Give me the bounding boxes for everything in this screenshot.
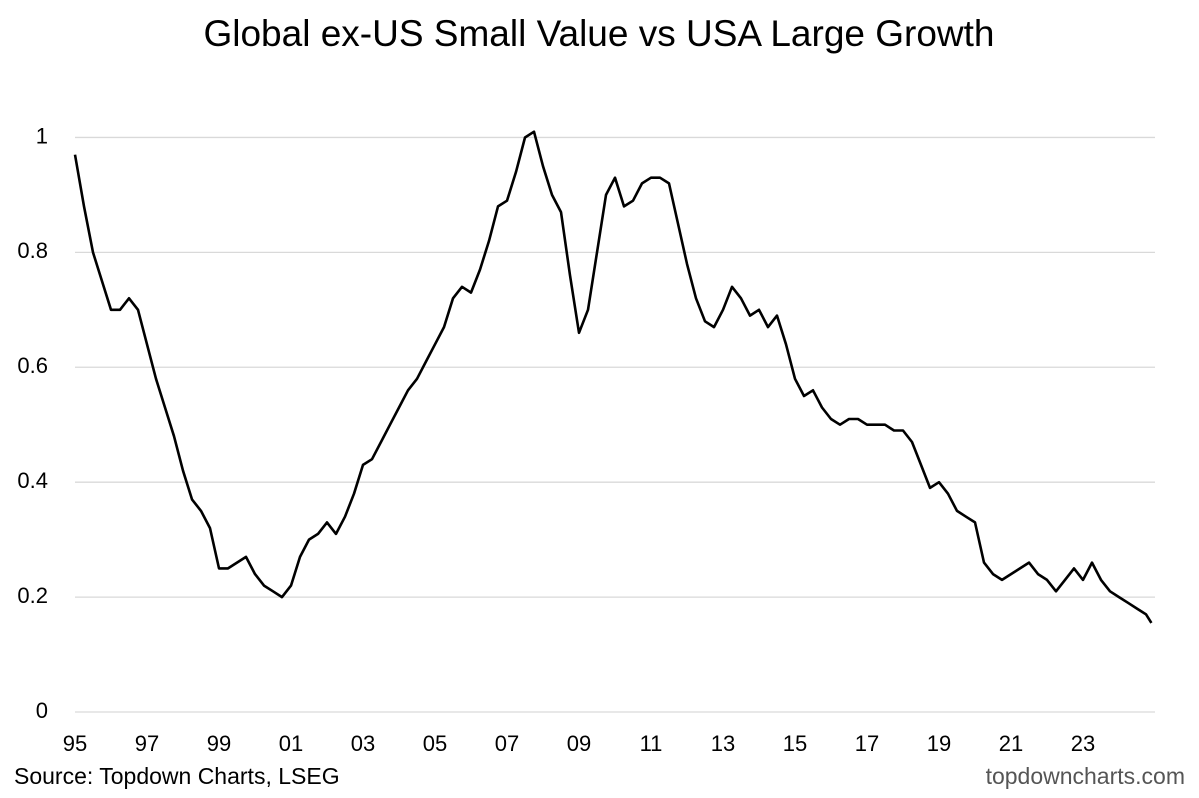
x-tick-label: 19 [927, 731, 951, 756]
chart-title: Global ex-US Small Value vs USA Large Gr… [203, 13, 994, 54]
x-tick-label: 97 [135, 731, 159, 756]
x-tick-label: 01 [279, 731, 303, 756]
x-tick-label: 17 [855, 731, 879, 756]
y-tick-label: 0.8 [17, 238, 48, 263]
x-tick-label: 03 [351, 731, 375, 756]
y-tick-label: 0.6 [17, 353, 48, 378]
x-tick-label: 05 [423, 731, 447, 756]
x-tick-label: 21 [999, 731, 1023, 756]
y-tick-label: 1 [36, 123, 48, 148]
x-tick-label: 09 [567, 731, 591, 756]
x-tick-label: 23 [1071, 731, 1095, 756]
watermark: topdowncharts.com [986, 763, 1185, 789]
y-tick-label: 0.2 [17, 583, 48, 608]
y-tick-label: 0.4 [17, 468, 48, 493]
x-tick-label: 13 [711, 731, 735, 756]
x-tick-label: 95 [63, 731, 87, 756]
x-tick-label: 15 [783, 731, 807, 756]
data-line [73, 130, 1153, 624]
x-tick-label: 99 [207, 731, 231, 756]
y-tick-label: 0 [36, 698, 48, 723]
source-note: Source: Topdown Charts, LSEG [14, 763, 340, 789]
x-tick-label: 11 [640, 731, 663, 756]
x-tick-label: 07 [495, 731, 519, 756]
